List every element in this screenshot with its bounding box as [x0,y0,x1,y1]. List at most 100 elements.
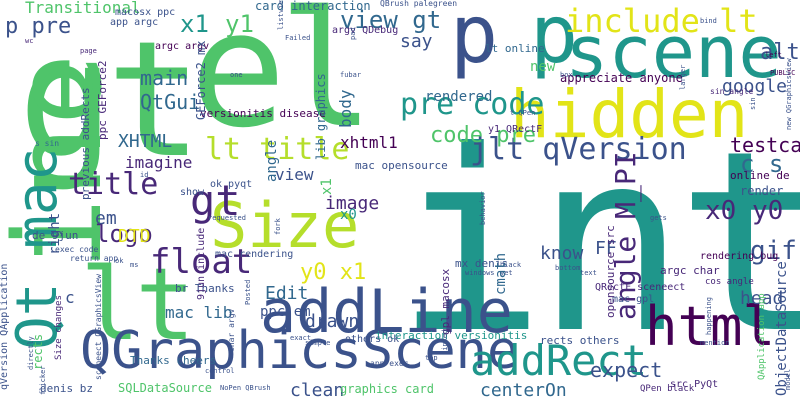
word: sin angle [710,87,754,96]
word: mention [700,339,730,347]
word: centerOn [480,380,567,400]
word: lt title [205,132,350,167]
word: int [395,97,800,388]
word: char argv [227,308,236,352]
word: br Thanks [175,282,235,295]
word: wc [25,37,34,45]
word: mac opensource [355,159,448,172]
word: gt [190,176,241,225]
word: know [540,243,584,264]
word: view gt [340,6,442,34]
word: cmath [493,252,509,295]
word: cos angle [705,277,754,287]
word: top [425,354,438,362]
word: 9jun include [196,227,207,300]
word: QPen black [640,384,695,394]
word: gif [750,236,797,266]
word: title [68,167,159,202]
word: app argc [110,17,159,28]
word: model [784,368,792,390]
word: p pre [5,14,72,39]
word: lib graphics [314,73,328,160]
word: previous addRects [79,87,92,200]
word: exact [290,334,312,342]
word: ms [130,261,139,269]
word: NoPen QBrush [220,384,271,392]
word: em [95,208,117,229]
word: pre code [400,87,545,122]
word: argc char [660,264,720,277]
word: requested [208,214,246,222]
word: online de [730,169,790,182]
word: one [230,71,243,79]
word: happening [705,297,713,335]
word: body [336,89,355,128]
word: lt online [485,42,545,55]
word: mac gpl [612,294,655,305]
word: fork [274,218,282,235]
word: imagine [125,153,193,172]
word: expect [590,358,663,382]
word: flicker [39,365,47,395]
word: y0 x1 [300,260,367,285]
word: listview [277,0,285,30]
word: el [190,0,375,163]
word: Size changes [54,294,64,360]
word: sceneect QGraphicsView [94,274,103,380]
word: s sin [35,139,60,148]
word: versionitis disease [200,107,326,120]
word: yet [500,269,513,277]
word: card interaction [255,0,371,13]
word: Thanks cheers [130,354,217,367]
word: graphics card [340,382,434,396]
word: p [450,0,499,81]
word: c [65,288,75,307]
word: c s [740,150,784,178]
word: scene [565,10,782,94]
word: SQLDataSource [118,381,212,395]
word: xhtml1 [340,133,398,152]
word: alt [760,40,800,65]
word: main [140,66,189,90]
word: QApplication app [757,293,767,380]
word: DTD [118,226,151,247]
word: Posted [244,279,252,305]
word: html [645,295,776,358]
word: bottom [555,264,581,272]
word: logo [95,220,153,248]
word: qVersion QApplication [0,263,10,390]
word: macosx ppc [115,7,176,18]
word: exec code [55,245,99,254]
word: black [500,261,522,269]
word: google [722,76,788,97]
word: testcase [730,133,800,157]
word: rendering bug [700,251,779,262]
word: code pre [430,123,536,148]
word: x1 [319,178,335,195]
word: control [205,367,235,375]
word: y1 [225,10,254,38]
word: left [765,51,782,59]
word: head [740,288,784,309]
word: text [580,269,597,277]
word: de 9jun [32,229,79,242]
word: PUBLIC [770,69,796,77]
word: gets [650,214,667,222]
word: linked [441,329,449,355]
word: angle [264,139,280,182]
word: jlt qVersion [470,132,687,167]
word: hidden [510,76,749,153]
word: sin [749,97,757,110]
word: opensource src [604,225,617,318]
word: fubar [340,71,362,79]
word: addRect [470,336,648,385]
word: XHTML [118,131,173,152]
word: x0 y0 [705,196,784,226]
word: Size [210,189,360,262]
word: addLine [260,277,513,347]
word: pad [349,27,357,40]
word: Edit [265,283,309,304]
word: say [400,31,433,52]
word: clean [290,380,345,400]
